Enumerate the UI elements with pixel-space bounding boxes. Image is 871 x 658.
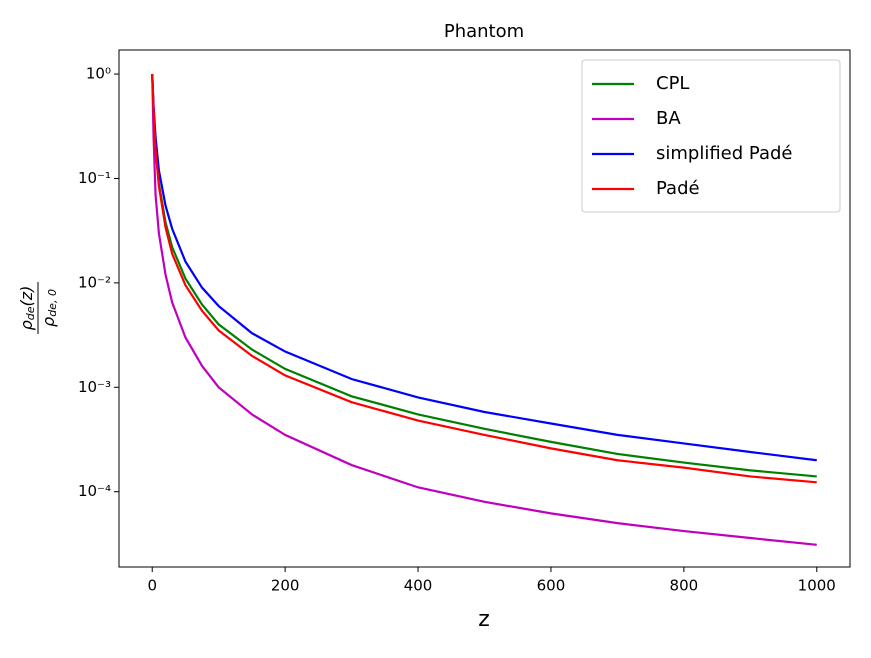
- ylabel-text: ρ: [17, 320, 36, 330]
- x-axis-label: z: [478, 607, 490, 632]
- line-series: [151, 74, 817, 462]
- y-tick-label: 10⁻³: [78, 378, 111, 396]
- legend-label: Padé: [656, 178, 700, 199]
- y-tick-label: 10⁻²: [78, 273, 111, 291]
- x-tick-label: 1000: [798, 577, 836, 595]
- legend-box: [581, 59, 841, 213]
- y-axis-label: ρde(z) ρde, 0: [17, 282, 60, 334]
- y-tick-label: 10⁰: [86, 65, 111, 83]
- line-series: [151, 74, 817, 484]
- legend-label: CPL: [656, 73, 689, 94]
- ylabel-text: ρ: [39, 317, 58, 327]
- x-tick-label: 400: [404, 577, 433, 595]
- ylabel-numerator: ρde(z): [17, 286, 38, 331]
- x-tick-label: 200: [271, 577, 300, 595]
- x-tick-label: 600: [537, 577, 566, 595]
- ylabel-denominator: ρde, 0: [39, 289, 60, 327]
- x-tick-label: 800: [670, 577, 699, 595]
- y-tick-label: 10⁻¹: [78, 169, 111, 187]
- legend-label: simplified Padé: [656, 143, 792, 164]
- ylabel-text: de: [24, 306, 37, 320]
- line-series: [151, 74, 817, 546]
- x-tick-label: 0: [147, 577, 157, 595]
- legend-label: BA: [656, 108, 681, 129]
- y-tick-label: 10⁻⁴: [78, 482, 111, 500]
- chart-title: Phantom: [444, 21, 524, 42]
- ylabel-text: (z): [17, 286, 36, 307]
- ylabel-text: de, 0: [46, 289, 59, 317]
- legend: CPL BA simplified Padé Padé: [581, 59, 841, 213]
- plot-frame: [118, 49, 851, 568]
